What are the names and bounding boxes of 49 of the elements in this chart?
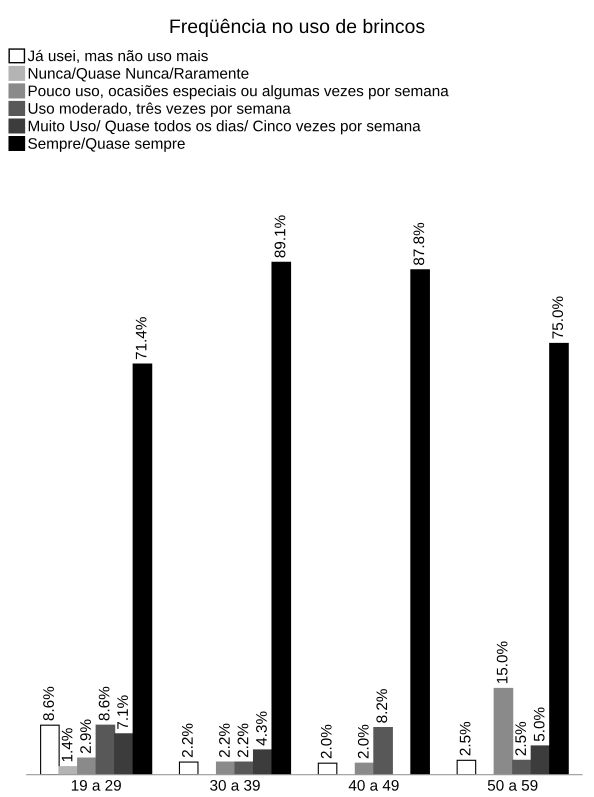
data-label: 8.6%	[43, 686, 54, 720]
data-label: 2.2%	[182, 724, 193, 758]
data-label: 5.0%	[534, 707, 545, 742]
bar	[549, 342, 569, 775]
bar	[271, 262, 292, 775]
data-label: 2.0%	[320, 724, 332, 758]
legend-label: Uso moderado, três vezes por semana	[28, 102, 291, 117]
legend-label: Muito Uso/ Quase todos os dias/ Cinco vezes por semana	[28, 120, 421, 134]
data-label: 2.9%	[80, 720, 91, 754]
bar	[530, 745, 550, 775]
data-label: 2.2%	[219, 724, 230, 758]
data-label: 4.3%	[256, 712, 267, 746]
data-label: 89.1%	[274, 215, 286, 258]
x-tick-label: 50 a 59	[488, 780, 538, 791]
bar	[178, 761, 199, 775]
data-label: 1.4%	[62, 728, 72, 762]
bar	[77, 757, 97, 775]
bar	[494, 688, 514, 775]
data-label: 2.0%	[358, 724, 369, 758]
bar	[96, 724, 116, 775]
x-tick-label: 19 a 29	[72, 780, 121, 791]
chart-title: Freqüência no uso de brincos	[170, 18, 424, 37]
bar	[40, 724, 60, 775]
bar	[373, 726, 393, 775]
bar	[318, 762, 338, 775]
legend-label: Sempre/Quase sempre	[28, 138, 185, 152]
data-label: 8.2%	[376, 689, 388, 723]
x-tick-label: 40 a 49	[348, 780, 399, 791]
legend-label: Nunca/Quase Nunca/Raramente	[28, 68, 248, 82]
bar	[456, 760, 476, 775]
bar	[234, 761, 254, 775]
data-label: 75.0%	[552, 296, 564, 338]
data-label: 87.8%	[413, 222, 424, 265]
data-label: 2.5%	[460, 722, 471, 756]
data-label: 7.1%	[117, 695, 128, 729]
bar	[132, 364, 152, 775]
bar	[114, 733, 134, 775]
legend-label: Já usei, mas não uso mais	[28, 50, 208, 64]
data-label: 2.5%	[515, 722, 526, 756]
legend-label: Pouco uso, ocasiões especiais ou algumas vezes por semana	[28, 85, 449, 100]
bar	[354, 762, 374, 775]
data-label: 8.6%	[98, 686, 110, 720]
data-label: 15.0%	[496, 641, 508, 684]
bar	[410, 269, 430, 775]
x-tick-label: 30 a 39	[210, 780, 260, 791]
bar	[216, 761, 236, 775]
data-label: 71.4%	[136, 317, 146, 360]
bar	[252, 749, 273, 775]
data-label: 2.2%	[238, 724, 248, 758]
